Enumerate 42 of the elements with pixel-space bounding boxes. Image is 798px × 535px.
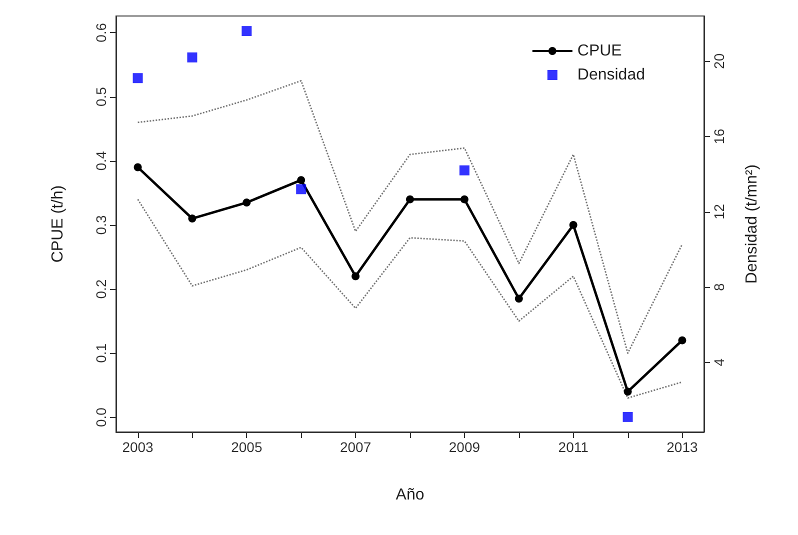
y2-tick-label: 12 [711,204,727,220]
point [678,336,686,344]
point [460,195,468,204]
x-tick-label: 2013 [666,439,698,455]
point [187,52,198,62]
point [134,163,142,172]
line-series [137,198,683,399]
point [242,198,251,207]
x-tick-label: 2011 [558,439,589,455]
y2-tick-label: 8 [711,282,727,291]
point [242,26,252,36]
y2-axis-title: Densidad (t/mn²) [744,164,760,284]
y-tick-label: 0.2 [93,279,109,299]
point [352,272,360,280]
x-tick-label: 2003 [122,439,154,455]
y-tick-label: 0.0 [93,407,109,427]
y2-tick-label: 20 [711,53,727,69]
y2-tick-label: 16 [711,128,727,144]
legend-label: CPUE [577,42,622,60]
y-tick-label: 0.5 [93,86,109,106]
legend-label: Densidad [577,66,646,84]
y2-tick-label: 4 [711,358,727,366]
point [622,412,633,422]
point [569,220,578,229]
point [132,73,143,84]
point [459,165,470,176]
y-tick-label: 0.4 [93,150,109,171]
x-tick-label: 2007 [340,439,372,455]
y-tick-label: 0.1 [93,343,109,363]
x-axis-title: Año [396,486,424,504]
point [514,294,523,303]
y-tick-label: 0.3 [93,215,109,235]
point [188,214,196,223]
y-tick-label: 0.6 [93,22,109,42]
point [624,388,632,396]
line-series [137,80,683,354]
point [296,184,306,194]
x-tick-label: 2005 [231,439,262,455]
x-tick-label: 2009 [448,439,480,455]
point [297,176,306,184]
y-axis-title: CPUE (t/h) [50,185,66,263]
point [406,195,414,204]
